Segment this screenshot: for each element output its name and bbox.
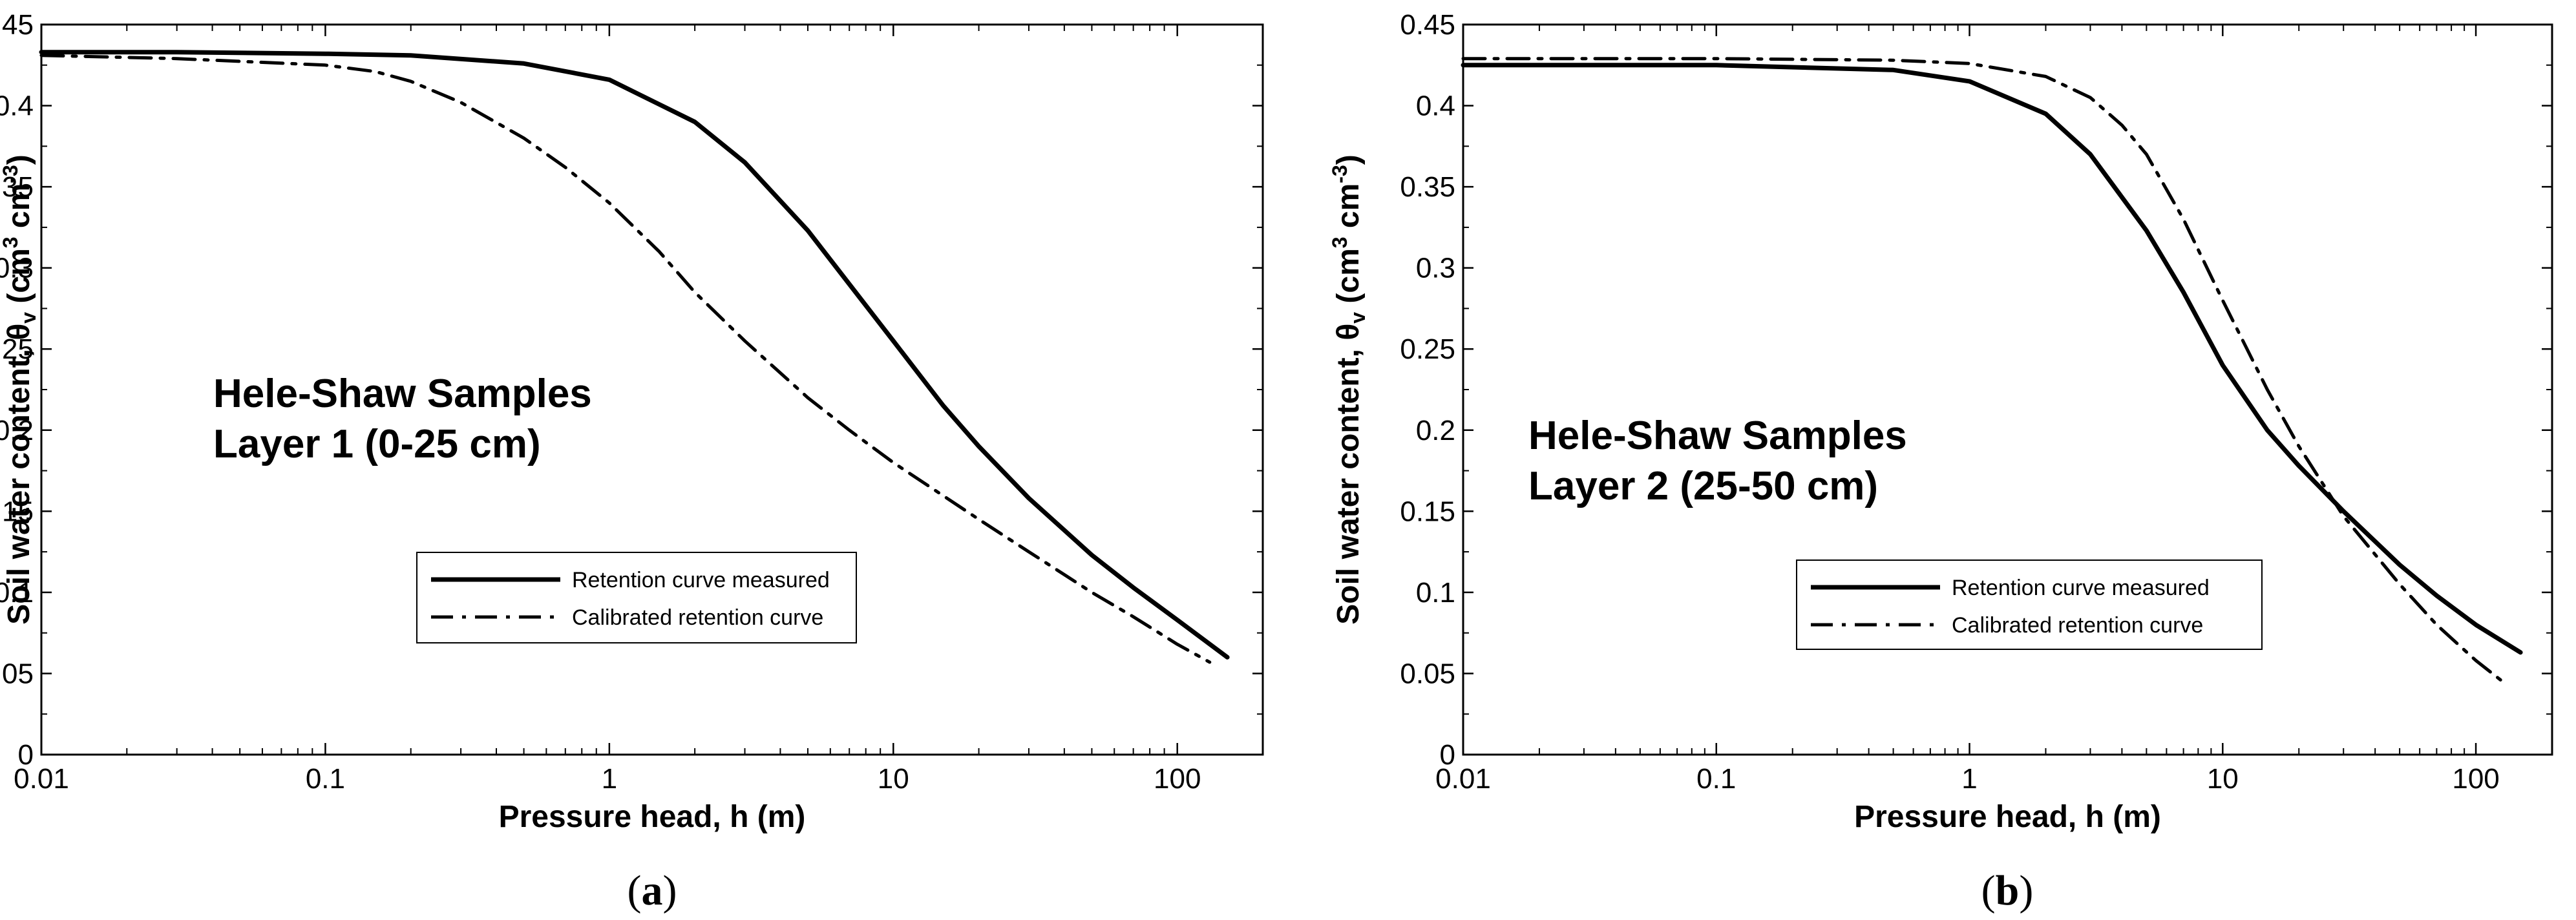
y-title-subscript: v [17, 312, 40, 324]
panel-label-paren: ( [1981, 867, 1996, 914]
y-title-unit: cm [1331, 183, 1366, 237]
y-tick-label: 0.2 [0, 415, 34, 446]
y-tick-label: 0.3 [0, 253, 34, 284]
panel-label-paren: ) [2019, 867, 2033, 914]
y-axis-title: Soil water content, θv (cm3 cm-3) [1328, 154, 1369, 624]
annotation-line: Layer 1 (0-25 cm) [213, 422, 541, 466]
legend-box [1796, 559, 2263, 650]
y-tick-label: 0.35 [1400, 171, 1455, 203]
y-tick-label: 0.35 [0, 171, 34, 203]
series-line-measured [39, 50, 1230, 660]
y-tick-label: 0.05 [1400, 658, 1455, 689]
y-tick-label: 0.45 [0, 9, 34, 41]
chart-annotation: Hele-Shaw Samples Layer 1 (0-25 cm) [213, 371, 592, 466]
panel-label-letter: b [1996, 867, 2020, 914]
y-title-subscript: v [1346, 312, 1369, 324]
y-title-unit: (cm [1331, 248, 1366, 312]
x-tick-label: 0.1 [306, 763, 345, 795]
x-tick-label: 100 [1154, 763, 1201, 795]
annotation-line: Hele-Shaw Samples [213, 371, 592, 416]
x-tick-label: 1 [1961, 763, 1977, 795]
x-tick-label: 0.01 [1435, 763, 1491, 795]
y-tick-label: 0.3 [1416, 253, 1455, 284]
x-tick-label: 10 [878, 763, 909, 795]
panel-label: (b) [1981, 867, 2034, 914]
series-line-measured [1461, 63, 2523, 655]
series-line-calibrated [39, 54, 1212, 664]
y-tick-label: 0 [1440, 739, 1455, 771]
y-title-main: Soil water content, θ [1331, 324, 1366, 625]
y-tick-label: 0.4 [1416, 90, 1455, 122]
y-tick-label: 0.45 [1400, 9, 1455, 41]
panel-label-letter: a [642, 867, 663, 914]
panel-label: (a) [628, 867, 677, 914]
legend-label: Retention curve measured [1952, 576, 2210, 600]
annotation-line: Hele-Shaw Samples [1528, 413, 1907, 458]
y-tick-label: 0.25 [0, 333, 34, 365]
x-axis-title: Pressure head, h (m) [499, 800, 806, 834]
y-title-main: Soil water content, θ [2, 324, 36, 625]
panel-label-paren: ) [663, 867, 677, 914]
legend-label: Calibrated retention curve [1952, 613, 2203, 638]
x-tick-label: 0.1 [1696, 763, 1736, 795]
y-tick-label: 0.15 [0, 496, 34, 527]
x-tick-label: 0.01 [14, 763, 69, 795]
chart-annotation: Hele-Shaw Samples Layer 2 (25-50 cm) [1528, 413, 1907, 508]
x-tick-label: 10 [2207, 763, 2239, 795]
y-title-unit: ) [2, 154, 36, 165]
series-line-calibrated [1461, 57, 2507, 685]
x-tick-label: 1 [602, 763, 617, 795]
y-tick-label: 0.15 [1400, 496, 1455, 527]
y-tick-label: 0.05 [0, 658, 34, 689]
legend-box [416, 552, 857, 643]
y-title-superscript: -3 [0, 165, 22, 183]
legend: Retention curve measured Calibrated reten… [1796, 559, 2263, 650]
legend-label: Calibrated retention curve [572, 605, 823, 630]
legend: Retention curve measured Calibrated reten… [416, 552, 857, 643]
y-tick-label: 0.4 [0, 90, 34, 122]
y-title-unit: cm [2, 183, 36, 237]
y-tick-label: 0.25 [1400, 333, 1455, 365]
y-tick-label: 0.1 [0, 577, 34, 609]
chart-panel-b: 0 0.05 0.1 0.15 0.2 0.25 0.3 0.35 0.4 0.45 0.01 0.1… [1328, 9, 2553, 914]
x-axis-title: Pressure head, h (m) [1854, 800, 2161, 834]
chart-panel-a: 0 0.05 0.1 0.15 0.2 0.25 0.3 0.35 0.4 0.45 0.01 0.1… [0, 9, 1264, 914]
y-title-unit: ) [1331, 154, 1366, 165]
legend-label: Retention curve measured [572, 568, 830, 592]
y-title-unit: (cm [2, 248, 36, 312]
annotation-line: Layer 2 (25-50 cm) [1528, 464, 1878, 508]
y-tick-label: 0.2 [1416, 415, 1455, 446]
y-tick-label: 0 [18, 739, 34, 771]
y-title-superscript: -3 [1328, 165, 1351, 183]
y-title-superscript: 3 [1328, 236, 1351, 248]
y-tick-label: 0.1 [1416, 577, 1455, 609]
x-tick-label: 100 [2452, 763, 2499, 795]
y-axis-title: Soil water content, θv (cm3 cm-3) [0, 154, 40, 624]
y-title-superscript: 3 [0, 236, 22, 248]
panel-label-paren: ( [628, 867, 642, 914]
